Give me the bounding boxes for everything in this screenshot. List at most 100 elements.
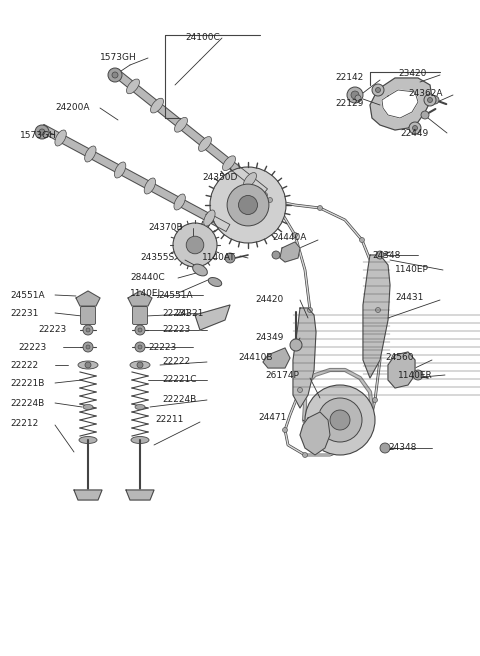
Text: 22142: 22142 [335,73,363,83]
Circle shape [108,68,122,82]
Text: 22222: 22222 [162,358,190,367]
Text: 1140EP: 1140EP [395,266,429,274]
Circle shape [227,184,269,226]
Text: 24440A: 24440A [272,234,306,243]
Text: 24471: 24471 [258,413,287,422]
Circle shape [351,91,359,99]
Polygon shape [388,352,415,388]
Text: 24410B: 24410B [238,354,273,363]
Circle shape [428,98,432,102]
Text: 22223: 22223 [148,342,176,352]
Polygon shape [370,78,432,130]
Text: 22212: 22212 [10,419,38,428]
Circle shape [225,253,235,263]
Polygon shape [263,348,290,368]
Polygon shape [40,125,230,232]
Ellipse shape [174,194,185,210]
Circle shape [355,95,361,101]
Ellipse shape [131,436,149,443]
Ellipse shape [144,178,156,194]
FancyBboxPatch shape [81,306,96,325]
Circle shape [267,197,273,203]
Polygon shape [112,69,267,195]
Text: 24431: 24431 [395,293,423,302]
Text: 22222: 22222 [10,361,38,369]
Circle shape [85,362,91,368]
Circle shape [360,237,364,243]
Text: 22449: 22449 [400,129,428,138]
Text: 1140AT: 1140AT [202,253,236,262]
Ellipse shape [175,117,188,133]
Circle shape [39,129,45,135]
Polygon shape [280,242,300,262]
Circle shape [302,453,308,457]
Circle shape [412,125,418,131]
Text: 26174P: 26174P [265,371,299,380]
Circle shape [83,325,93,335]
Ellipse shape [135,405,145,409]
Ellipse shape [204,210,215,226]
Ellipse shape [83,405,93,409]
Polygon shape [76,291,100,306]
Text: 1140ER: 1140ER [398,371,433,380]
Ellipse shape [151,98,164,113]
Circle shape [431,96,439,104]
Circle shape [292,232,298,237]
Polygon shape [128,291,152,306]
Circle shape [308,308,312,312]
Text: 24362A: 24362A [408,89,443,98]
Circle shape [330,410,350,430]
Text: 24349: 24349 [255,333,283,342]
Text: 24100C: 24100C [185,33,220,43]
Ellipse shape [55,130,66,146]
Circle shape [112,72,118,78]
Ellipse shape [192,264,207,276]
Circle shape [409,122,421,134]
FancyBboxPatch shape [132,306,147,325]
Circle shape [372,398,377,403]
Circle shape [135,342,145,352]
Text: 28440C: 28440C [130,274,165,283]
Ellipse shape [130,361,150,369]
Text: 22231: 22231 [162,308,191,318]
Text: 1573GH: 1573GH [100,54,137,62]
Polygon shape [195,305,230,330]
Circle shape [138,345,142,349]
Circle shape [35,125,49,139]
Circle shape [421,111,429,119]
Circle shape [317,205,323,211]
Circle shape [173,223,217,267]
Ellipse shape [208,277,222,287]
Text: 24355S: 24355S [140,253,174,262]
Circle shape [372,84,384,96]
Ellipse shape [78,361,98,369]
Circle shape [86,328,90,332]
Ellipse shape [199,136,212,152]
Circle shape [137,362,143,368]
Text: 22223: 22223 [38,325,66,335]
Text: 22223: 22223 [18,342,46,352]
Ellipse shape [127,79,140,94]
Circle shape [380,443,390,453]
Polygon shape [300,412,330,455]
Circle shape [352,443,358,447]
Text: 22221B: 22221B [10,379,44,388]
Circle shape [424,94,436,106]
Text: 22221C: 22221C [162,375,196,384]
Text: 24370B: 24370B [148,224,182,232]
Ellipse shape [223,155,236,171]
Circle shape [318,398,362,442]
Circle shape [210,167,286,243]
Circle shape [186,236,204,254]
Circle shape [305,385,375,455]
Text: 22224B: 22224B [10,398,44,407]
Circle shape [375,87,381,92]
Circle shape [239,195,257,215]
Text: 1573GH: 1573GH [20,131,57,140]
Text: 24420: 24420 [255,295,283,304]
Circle shape [263,192,267,197]
Text: 24321: 24321 [175,308,204,318]
Polygon shape [293,308,316,408]
Circle shape [86,345,90,349]
Circle shape [135,325,145,335]
